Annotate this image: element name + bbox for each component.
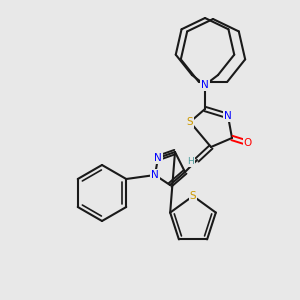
Text: N: N	[151, 170, 159, 180]
Text: S: S	[190, 191, 196, 201]
Text: S: S	[187, 117, 193, 127]
Text: O: O	[244, 138, 252, 148]
Text: N: N	[224, 111, 232, 121]
Text: N: N	[201, 80, 209, 90]
Text: H: H	[188, 158, 194, 166]
Text: N: N	[154, 153, 162, 163]
